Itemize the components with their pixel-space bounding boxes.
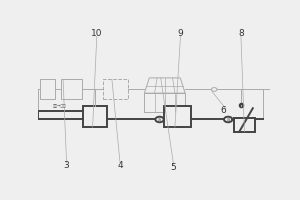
Text: 8: 8	[238, 29, 244, 38]
Bar	[83, 106, 107, 127]
Text: 泥水→入口: 泥水→入口	[52, 104, 66, 108]
Text: 9: 9	[178, 29, 183, 38]
Text: 4: 4	[117, 161, 123, 170]
Bar	[234, 118, 255, 132]
Text: 5: 5	[171, 163, 176, 172]
Text: a: a	[158, 117, 161, 122]
Bar	[103, 79, 128, 99]
Text: a: a	[227, 117, 230, 122]
Bar	[164, 106, 191, 127]
Text: 6: 6	[220, 106, 226, 115]
Text: 3: 3	[64, 161, 69, 170]
Bar	[145, 93, 185, 112]
Text: 10: 10	[91, 29, 103, 38]
Bar	[61, 79, 82, 99]
Bar	[40, 79, 55, 99]
